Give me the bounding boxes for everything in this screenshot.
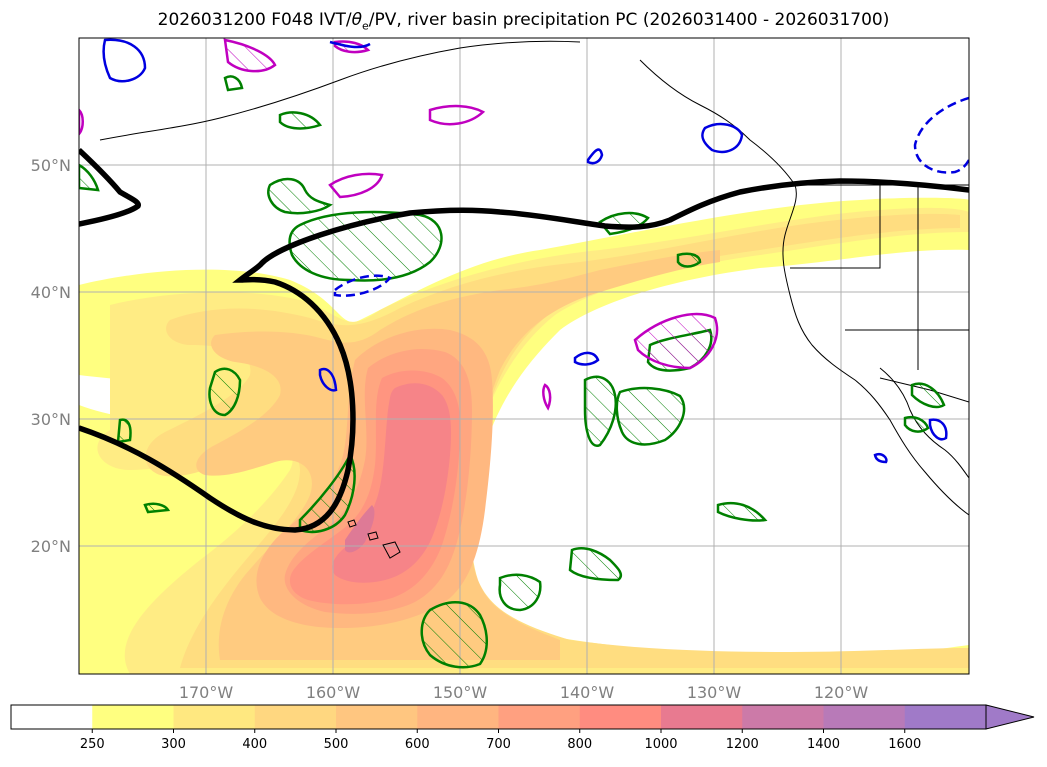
- baja-california-coastline: [879, 367, 969, 479]
- negative-anomaly-contour: [913, 96, 969, 174]
- colorbar-tick-label: 700: [486, 737, 511, 752]
- colorbar-segment: [11, 705, 93, 729]
- positive-anomaly-contour: [633, 312, 719, 370]
- hawaii-big-island: [382, 541, 401, 559]
- theta-e-contour: [498, 573, 542, 612]
- north-america-coastline: [639, 59, 969, 516]
- pv-2pvu-line: [79, 147, 969, 533]
- hawaii-maui: [367, 531, 379, 541]
- colorbar-segment: [823, 705, 906, 729]
- negative-anomaly-contour: [701, 122, 744, 154]
- theta-e-contour: [615, 386, 686, 446]
- negative-anomaly-contour: [318, 367, 338, 392]
- plot-frame: [78, 37, 970, 675]
- theta-e-contour: [568, 547, 623, 582]
- colorbar-tick-label: 300: [161, 737, 186, 752]
- negative-anomaly-contour: [102, 38, 147, 83]
- negative-anomaly-contour: [333, 274, 393, 297]
- negative-anomaly-contour: [586, 148, 604, 165]
- theta-e-contour: [420, 601, 488, 669]
- colorbar: 250 300 400 500 600 700 800 1000 1200 1400 1600: [10, 704, 1035, 752]
- lat-axis-labels: 50°N 40°N 30°N 20°N: [31, 156, 71, 556]
- colorbar-segment: [579, 705, 662, 729]
- theta-e-contour: [298, 452, 356, 534]
- colorbar-segment: [336, 705, 418, 729]
- theta-e-contour: [208, 367, 242, 417]
- theta-e-contour: [676, 252, 702, 268]
- colorbar-segment: [92, 705, 174, 729]
- colorbar-segment: [498, 705, 581, 729]
- colorbar-tick-label: 250: [80, 737, 105, 752]
- theta-e-contour: [116, 418, 132, 444]
- colorbar-segment: [417, 705, 499, 729]
- colorbar-tick-label: 400: [242, 737, 267, 752]
- colorbar-tick-label: 600: [405, 737, 430, 752]
- theta-e-contours: [79, 75, 946, 669]
- theta-e-contour: [223, 75, 244, 92]
- pv-contours: [79, 38, 969, 464]
- colorbar-segment: [742, 705, 824, 729]
- pv-line-main: [79, 178, 969, 533]
- colorbar-tick-label: 500: [324, 737, 349, 752]
- theta-e-contour: [278, 111, 323, 130]
- colorbar-segment: [661, 705, 743, 729]
- colorbar-tick-label: 1400: [807, 737, 840, 752]
- theta-e-contour: [143, 502, 171, 514]
- theta-e-contour: [910, 382, 946, 409]
- colorbar-tick-label: 1200: [726, 737, 759, 752]
- lon-axis-labels: 170°W 160°W 150°W 140°W 130°W 120°W: [179, 683, 869, 702]
- coastlines: [99, 40, 969, 559]
- theta-e-contour: [716, 501, 768, 522]
- theta-e-contour: [583, 375, 617, 447]
- colorbar-tick-label: 1600: [888, 737, 921, 752]
- lon-label: 120°W: [814, 683, 869, 702]
- colorbar-segment: [904, 705, 987, 729]
- negative-anomaly-contour: [329, 40, 371, 49]
- lon-label: 170°W: [179, 683, 234, 702]
- colorbar-tick-label: 800: [567, 737, 592, 752]
- lat-label: 50°N: [31, 156, 71, 175]
- colorbar-tick-label: 1000: [644, 737, 677, 752]
- positive-anomaly-contour: [428, 104, 486, 126]
- negative-anomaly-contour: [873, 453, 888, 464]
- lat-label: 30°N: [31, 410, 71, 429]
- positive-anomaly-contour: [328, 172, 384, 199]
- theta-e-contour: [79, 163, 100, 192]
- colorbar-segment: [173, 705, 256, 729]
- colorbar-extend-arrow: [985, 704, 1035, 730]
- positive-anomaly-contour: [223, 38, 277, 73]
- lon-label: 130°W: [687, 683, 742, 702]
- lon-label: 160°W: [306, 683, 361, 702]
- negative-anomaly-contour: [928, 418, 948, 441]
- colorbar-segment: [254, 705, 337, 729]
- border-state-1: [790, 185, 881, 269]
- hawaii-oahu: [347, 519, 357, 528]
- lon-label: 140°W: [560, 683, 615, 702]
- theta-e-contour: [267, 177, 333, 215]
- theta-e-contour: [288, 210, 443, 282]
- positive-anomaly-contour: [542, 383, 552, 411]
- theta-e-contour: [903, 415, 930, 433]
- lon-label: 150°W: [433, 683, 488, 702]
- pv-line-cutoff: [79, 147, 141, 227]
- map-title: 2026031200 F048 IVT/θe/PV, river basin p…: [157, 10, 890, 33]
- lat-label: 20°N: [31, 537, 71, 556]
- negative-anomaly-contour: [573, 351, 600, 366]
- ivt-1200: [345, 505, 375, 553]
- alaska-coast: [99, 40, 581, 141]
- lat-label: 40°N: [31, 283, 71, 302]
- border-state-3: [845, 329, 919, 370]
